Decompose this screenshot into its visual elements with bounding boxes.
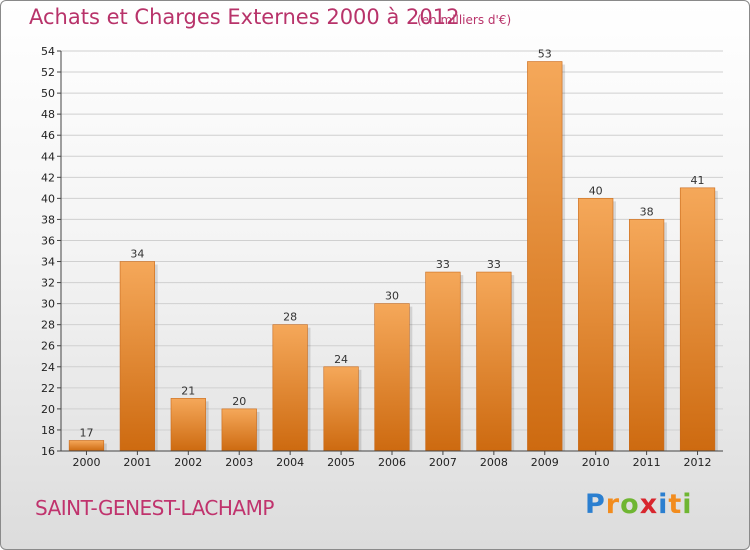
- y-tick-label: 32: [41, 277, 55, 290]
- logo-letter: o: [620, 489, 640, 520]
- value-label: 34: [130, 248, 144, 261]
- bar-2012[interactable]: [679, 187, 716, 452]
- x-tick-label: 2005: [327, 456, 355, 469]
- logo-letter: r: [605, 489, 621, 520]
- x-tick-label: 2007: [429, 456, 457, 469]
- x-tick-label: 2004: [276, 456, 304, 469]
- logo-letter: i: [682, 489, 693, 520]
- y-tick-label: 48: [41, 108, 55, 121]
- x-tick-label: 2008: [480, 456, 508, 469]
- bar-2011[interactable]: [629, 219, 665, 452]
- bar-2000[interactable]: [68, 440, 105, 452]
- bar-2002[interactable]: [170, 398, 206, 452]
- chart-unit: (en milliers d'€): [417, 13, 512, 27]
- value-label: 41: [691, 174, 705, 187]
- bar-2009[interactable]: [527, 61, 563, 452]
- value-label: 17: [79, 426, 93, 439]
- chart-title: Achats et Charges Externes 2000 à 2012: [29, 5, 460, 29]
- y-tick-label: 26: [41, 340, 55, 353]
- logo-letter: t: [668, 489, 683, 520]
- y-tick-label: 22: [41, 382, 55, 395]
- x-tick-label: 2010: [582, 456, 610, 469]
- y-tick-label: 30: [41, 298, 55, 311]
- bar-2007[interactable]: [425, 271, 461, 452]
- x-tick-label: 2003: [225, 456, 253, 469]
- y-tick-label: 54: [41, 45, 55, 58]
- y-tick-label: 18: [41, 424, 55, 437]
- value-label: 38: [640, 205, 654, 218]
- x-tick-label: 2002: [174, 456, 202, 469]
- bar-2008[interactable]: [476, 271, 512, 452]
- commune-name: SAINT-GENEST-LACHAMP: [35, 496, 274, 520]
- bar-2006[interactable]: [374, 303, 410, 452]
- y-tick-label: 38: [41, 213, 55, 226]
- bar-2001[interactable]: [119, 261, 155, 452]
- value-label: 28: [283, 311, 297, 324]
- y-tick-label: 28: [41, 319, 55, 332]
- x-tick-label: 2012: [684, 456, 712, 469]
- logo-letter: x: [639, 489, 659, 520]
- value-label: 53: [538, 48, 552, 61]
- value-label: 24: [334, 353, 348, 366]
- y-tick-label: 34: [41, 256, 55, 269]
- x-tick-label: 2009: [531, 456, 559, 469]
- y-tick-label: 50: [41, 87, 55, 100]
- y-tick-label: 24: [41, 361, 55, 374]
- bar-2004[interactable]: [272, 324, 308, 452]
- value-label: 20: [232, 395, 246, 408]
- bar-2010[interactable]: [578, 198, 614, 452]
- y-tick-label: 16: [41, 445, 55, 458]
- y-tick-label: 20: [41, 403, 55, 416]
- bar-2003[interactable]: [221, 408, 257, 452]
- x-tick-label: 2006: [378, 456, 406, 469]
- value-label: 30: [385, 290, 399, 303]
- y-tick-label: 46: [41, 129, 55, 142]
- proxiti-logo[interactable]: Proxiti: [585, 489, 693, 520]
- y-tick-label: 42: [41, 171, 55, 184]
- value-label: 33: [436, 258, 450, 271]
- logo-letter: i: [658, 489, 669, 520]
- value-label: 33: [487, 258, 501, 271]
- value-label: 21: [181, 384, 195, 397]
- x-tick-label: 2000: [72, 456, 100, 469]
- y-tick-label: 40: [41, 192, 55, 205]
- bar-2005[interactable]: [323, 366, 359, 452]
- y-tick-label: 36: [41, 234, 55, 247]
- x-tick-label: 2001: [123, 456, 151, 469]
- x-tick-label: 2011: [633, 456, 661, 469]
- y-tick-label: 44: [41, 150, 55, 163]
- y-tick-label: 52: [41, 66, 55, 79]
- value-label: 40: [589, 184, 603, 197]
- logo-letter: P: [585, 489, 606, 520]
